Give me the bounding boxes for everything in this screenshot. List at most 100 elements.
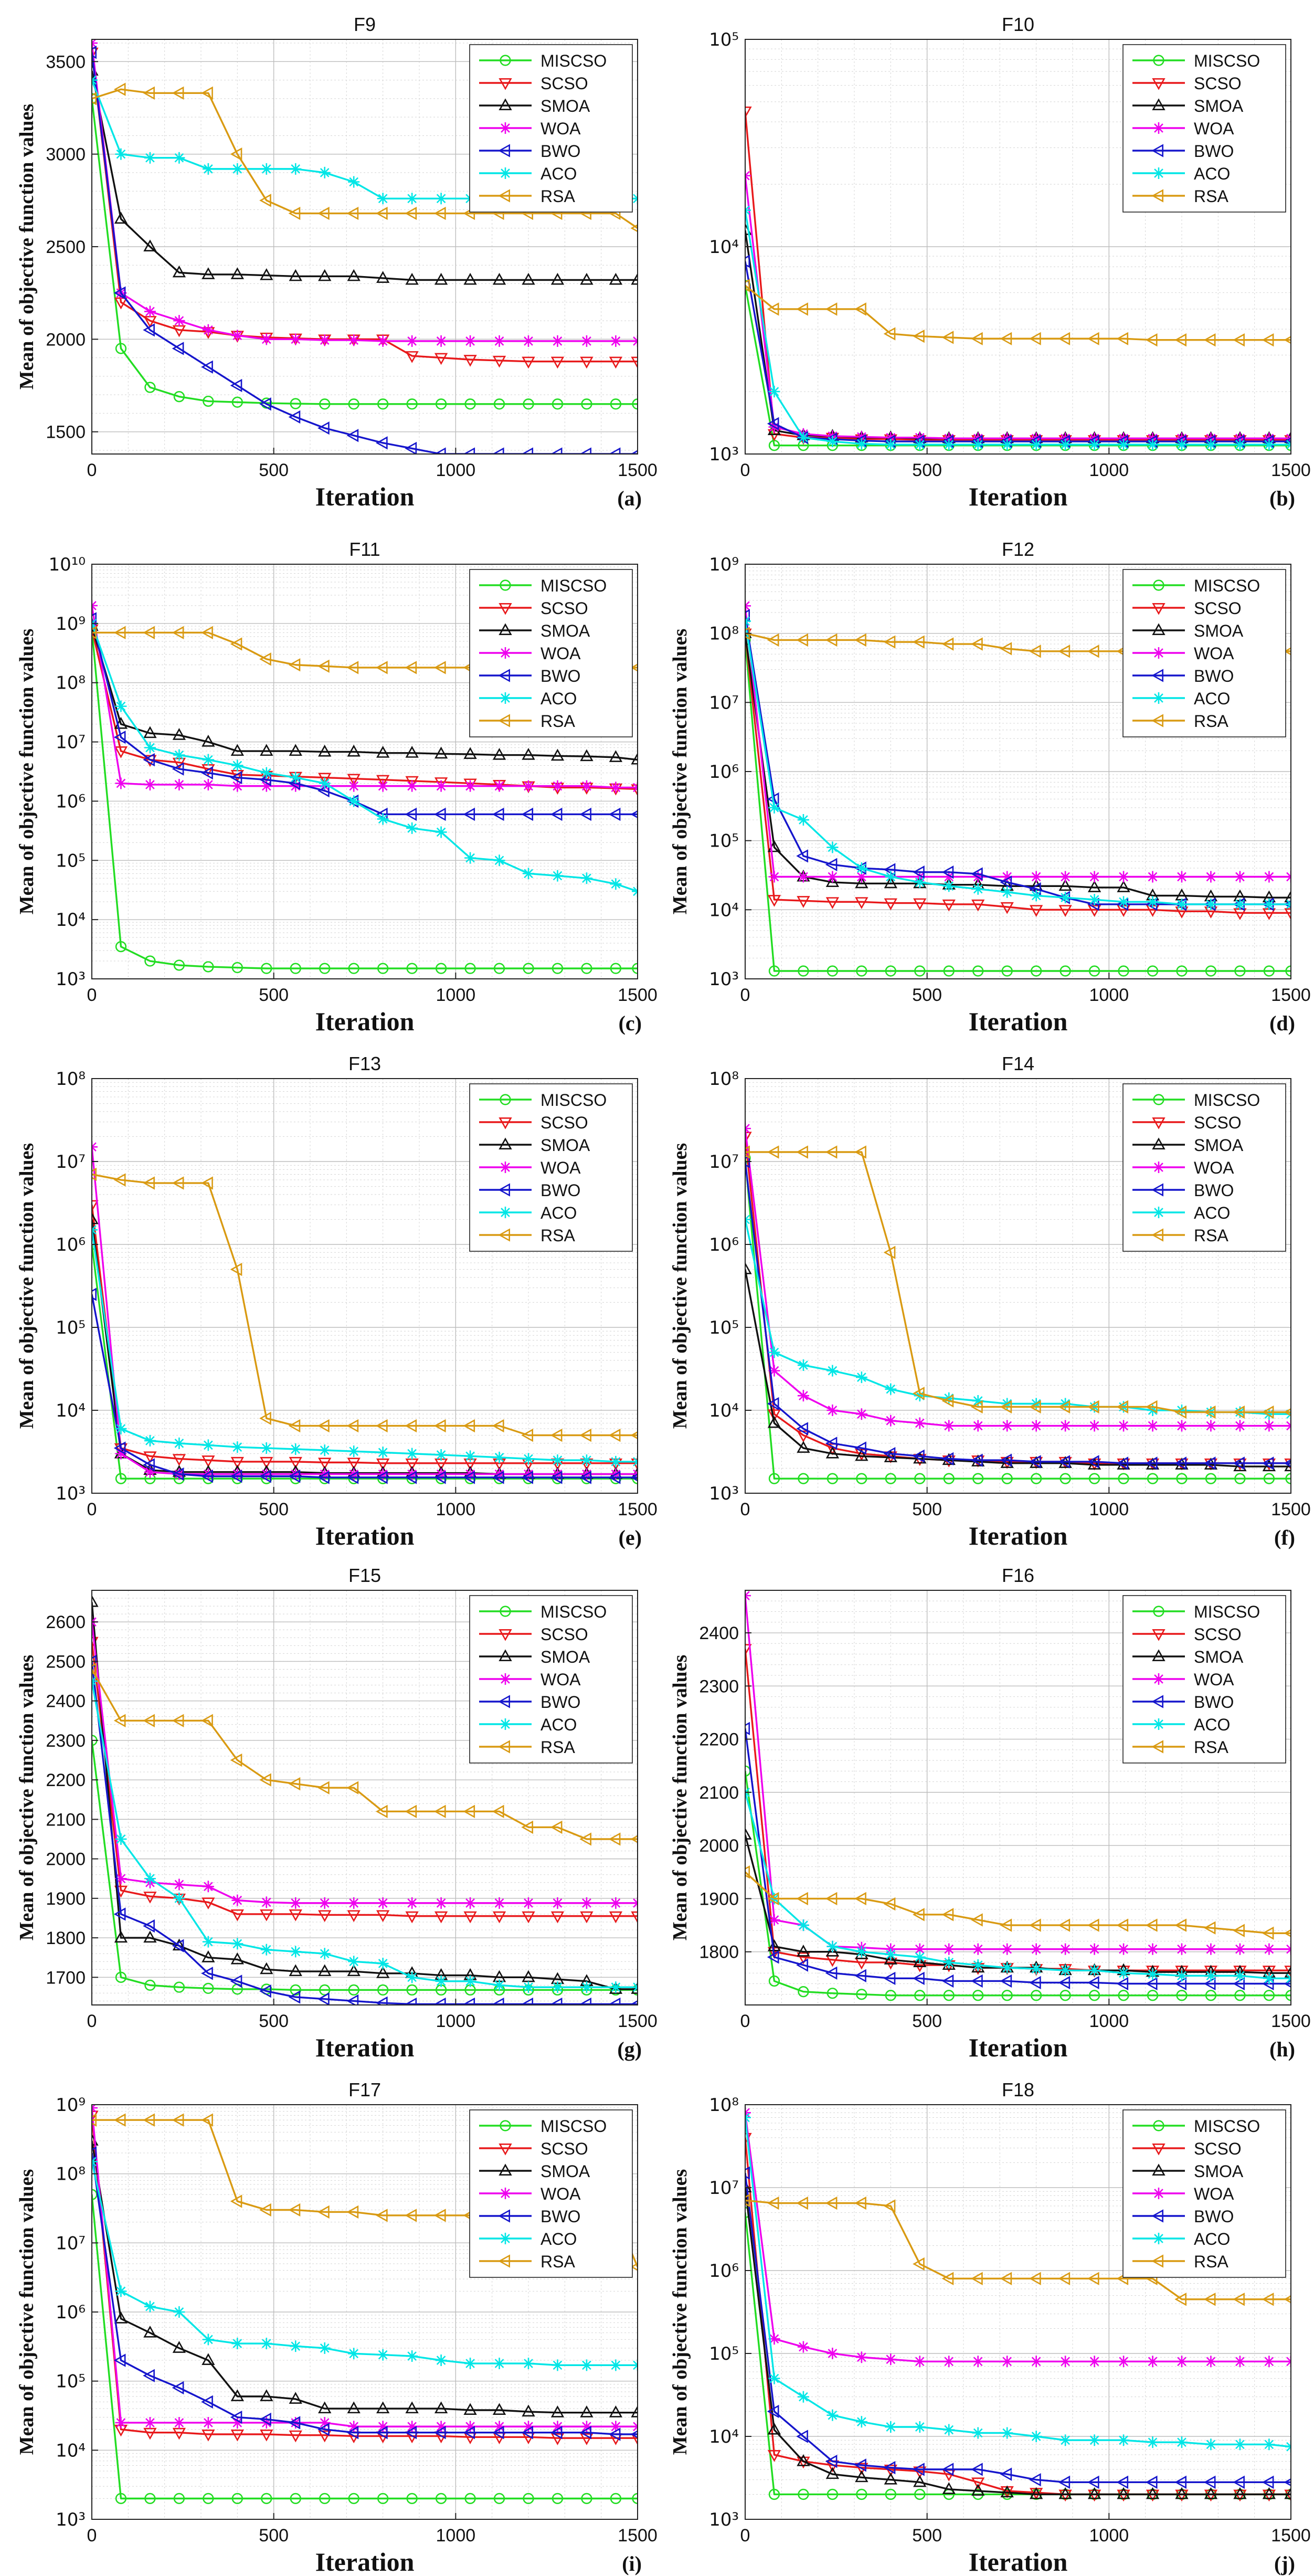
y-axis-label: Mean of objective function values <box>16 104 38 390</box>
series-marker-woa <box>1234 2356 1246 2368</box>
series-marker-aco <box>1001 1962 1013 1974</box>
series-marker-rsa <box>796 1145 808 1159</box>
y-tick-label: 10⁷ <box>709 1152 739 1173</box>
panel-label: (j) <box>1274 2552 1295 2575</box>
series-marker-rsa <box>433 1419 446 1433</box>
legend-item-rsa: RSA <box>479 1738 575 1757</box>
y-axis-label: Mean of objective function values <box>669 1655 691 1941</box>
series-marker-smoa <box>172 728 186 740</box>
series-marker-bwo <box>1116 1977 1129 1991</box>
series-marker-aco <box>797 814 809 826</box>
legend: MISCSO SCSO SMOA WOA BWO ACO RSA <box>469 1595 633 1764</box>
series-marker-rsa <box>745 2193 750 2208</box>
series-marker-miscso <box>798 1473 809 1484</box>
y-axis-label: Mean of objective function values <box>16 1655 38 1941</box>
series-marker-bwo <box>550 1997 563 2005</box>
legend-marker <box>499 1629 512 1641</box>
legend-item-smoa: SMOA <box>1132 621 1244 640</box>
series-marker-miscso <box>435 398 447 410</box>
series-marker-bwo <box>941 865 954 879</box>
series-marker-scso <box>580 356 594 369</box>
series-marker-miscso <box>826 965 839 977</box>
chart-panel-f12: 0 500 1000 1500 10³ 10⁴ 10⁵ 10⁶ 10⁷ 10⁸ 10⁹ F12 Iter… <box>669 539 1311 1036</box>
series-marker-miscso <box>1118 965 1129 977</box>
series-marker-woa <box>260 1468 272 1480</box>
series-marker-aco <box>1030 2431 1042 2442</box>
series-marker-bwo <box>1203 1977 1216 1991</box>
series-marker-bwo <box>143 2369 155 2382</box>
legend-label: SCSO <box>1194 2139 1242 2158</box>
series-marker-woa <box>1234 1943 1246 1955</box>
series-marker-woa <box>348 780 360 792</box>
series-marker-rsa <box>608 1832 621 1846</box>
y-tick-label: 10⁹ <box>709 554 739 575</box>
series-marker-smoa <box>230 1952 244 1965</box>
series-marker-miscso <box>1147 1473 1159 1484</box>
x-tick-label: 1000 <box>1089 2011 1129 2031</box>
legend-marker <box>1151 2254 1163 2268</box>
series-marker-bwo <box>825 1437 838 1450</box>
series-marker-scso <box>745 1644 752 1656</box>
y-tick-label: 10⁵ <box>709 831 739 852</box>
y-tick-label: 10⁹ <box>56 614 86 635</box>
series-marker-woa <box>797 1390 809 1402</box>
series-marker-bwo <box>143 323 155 337</box>
y-tick-label: 10⁸ <box>56 673 86 694</box>
series-marker-aco <box>290 163 302 175</box>
series-marker-woa <box>797 2341 809 2353</box>
series-marker-smoa <box>825 2467 840 2479</box>
series-marker-rsa <box>913 329 925 343</box>
y-axis-label: Mean of objective function values <box>669 2169 691 2455</box>
legend-marker <box>1151 189 1163 203</box>
axes-frame <box>745 1590 1291 2005</box>
series-marker-smoa <box>550 272 565 285</box>
series-marker-bwo <box>630 1473 638 1482</box>
series-marker-smoa <box>405 2401 419 2414</box>
grid-lines <box>745 39 1291 454</box>
series-marker-bwo <box>1262 1456 1274 1470</box>
series-marker-scso <box>347 1458 361 1470</box>
series-marker-woa <box>768 1365 780 1377</box>
series-marker-aco <box>580 2359 592 2371</box>
series-marker-rsa <box>143 2113 155 2127</box>
series-marker-woa <box>1118 871 1130 883</box>
series-marker-aco <box>972 1395 984 1407</box>
series-marker-rsa <box>1262 333 1274 347</box>
legend-label: SMOA <box>541 1136 590 1155</box>
series-marker-woa <box>1263 2356 1275 2368</box>
legend-item-miscso: MISCSO <box>479 2117 607 2136</box>
series-marker-woa <box>1030 2356 1042 2368</box>
series-marker-miscso <box>115 343 127 354</box>
series-marker-rsa <box>550 1820 563 1834</box>
series-marker-scso <box>463 355 477 367</box>
series-marker-woa <box>144 1466 156 1478</box>
y-tick-label: 10⁶ <box>56 791 86 812</box>
series-marker-aco <box>1030 1963 1042 1975</box>
legend-marker <box>1153 122 1164 134</box>
series-marker-miscso <box>856 1989 867 2000</box>
legend-label: WOA <box>541 1670 581 1689</box>
legend-label: ACO <box>1194 1203 1230 1222</box>
series-marker-rsa <box>1233 1405 1245 1419</box>
series-marker-miscso <box>1031 1473 1042 1484</box>
series-marker-miscso <box>943 1990 955 2001</box>
series-marker-miscso <box>768 965 780 977</box>
series-marker-bwo <box>579 1471 591 1484</box>
series-marker-rsa <box>796 2196 808 2210</box>
series-marker-bwo <box>550 807 563 821</box>
legend: MISCSO SCSO SMOA WOA BWO ACO RSA <box>1122 44 1286 213</box>
y-axis-label: Mean of objective function values <box>669 629 691 915</box>
series-marker-rsa <box>1000 642 1012 656</box>
series-marker-rsa <box>1029 1400 1041 1414</box>
legend-item-scso: SCSO <box>479 599 588 618</box>
legend-label: MISCSO <box>541 1091 607 1110</box>
series-marker-rsa <box>259 652 271 666</box>
series-marker-aco <box>377 193 389 205</box>
series-marker-rsa <box>376 1419 388 1433</box>
legend-marker <box>1153 1718 1164 1730</box>
series-marker-woa <box>1088 1943 1100 1955</box>
series-marker-smoa <box>550 2405 565 2417</box>
series-marker-woa <box>1147 1420 1159 1432</box>
y-tick-label: 10⁴ <box>709 2426 739 2447</box>
legend-label: MISCSO <box>1194 576 1260 595</box>
